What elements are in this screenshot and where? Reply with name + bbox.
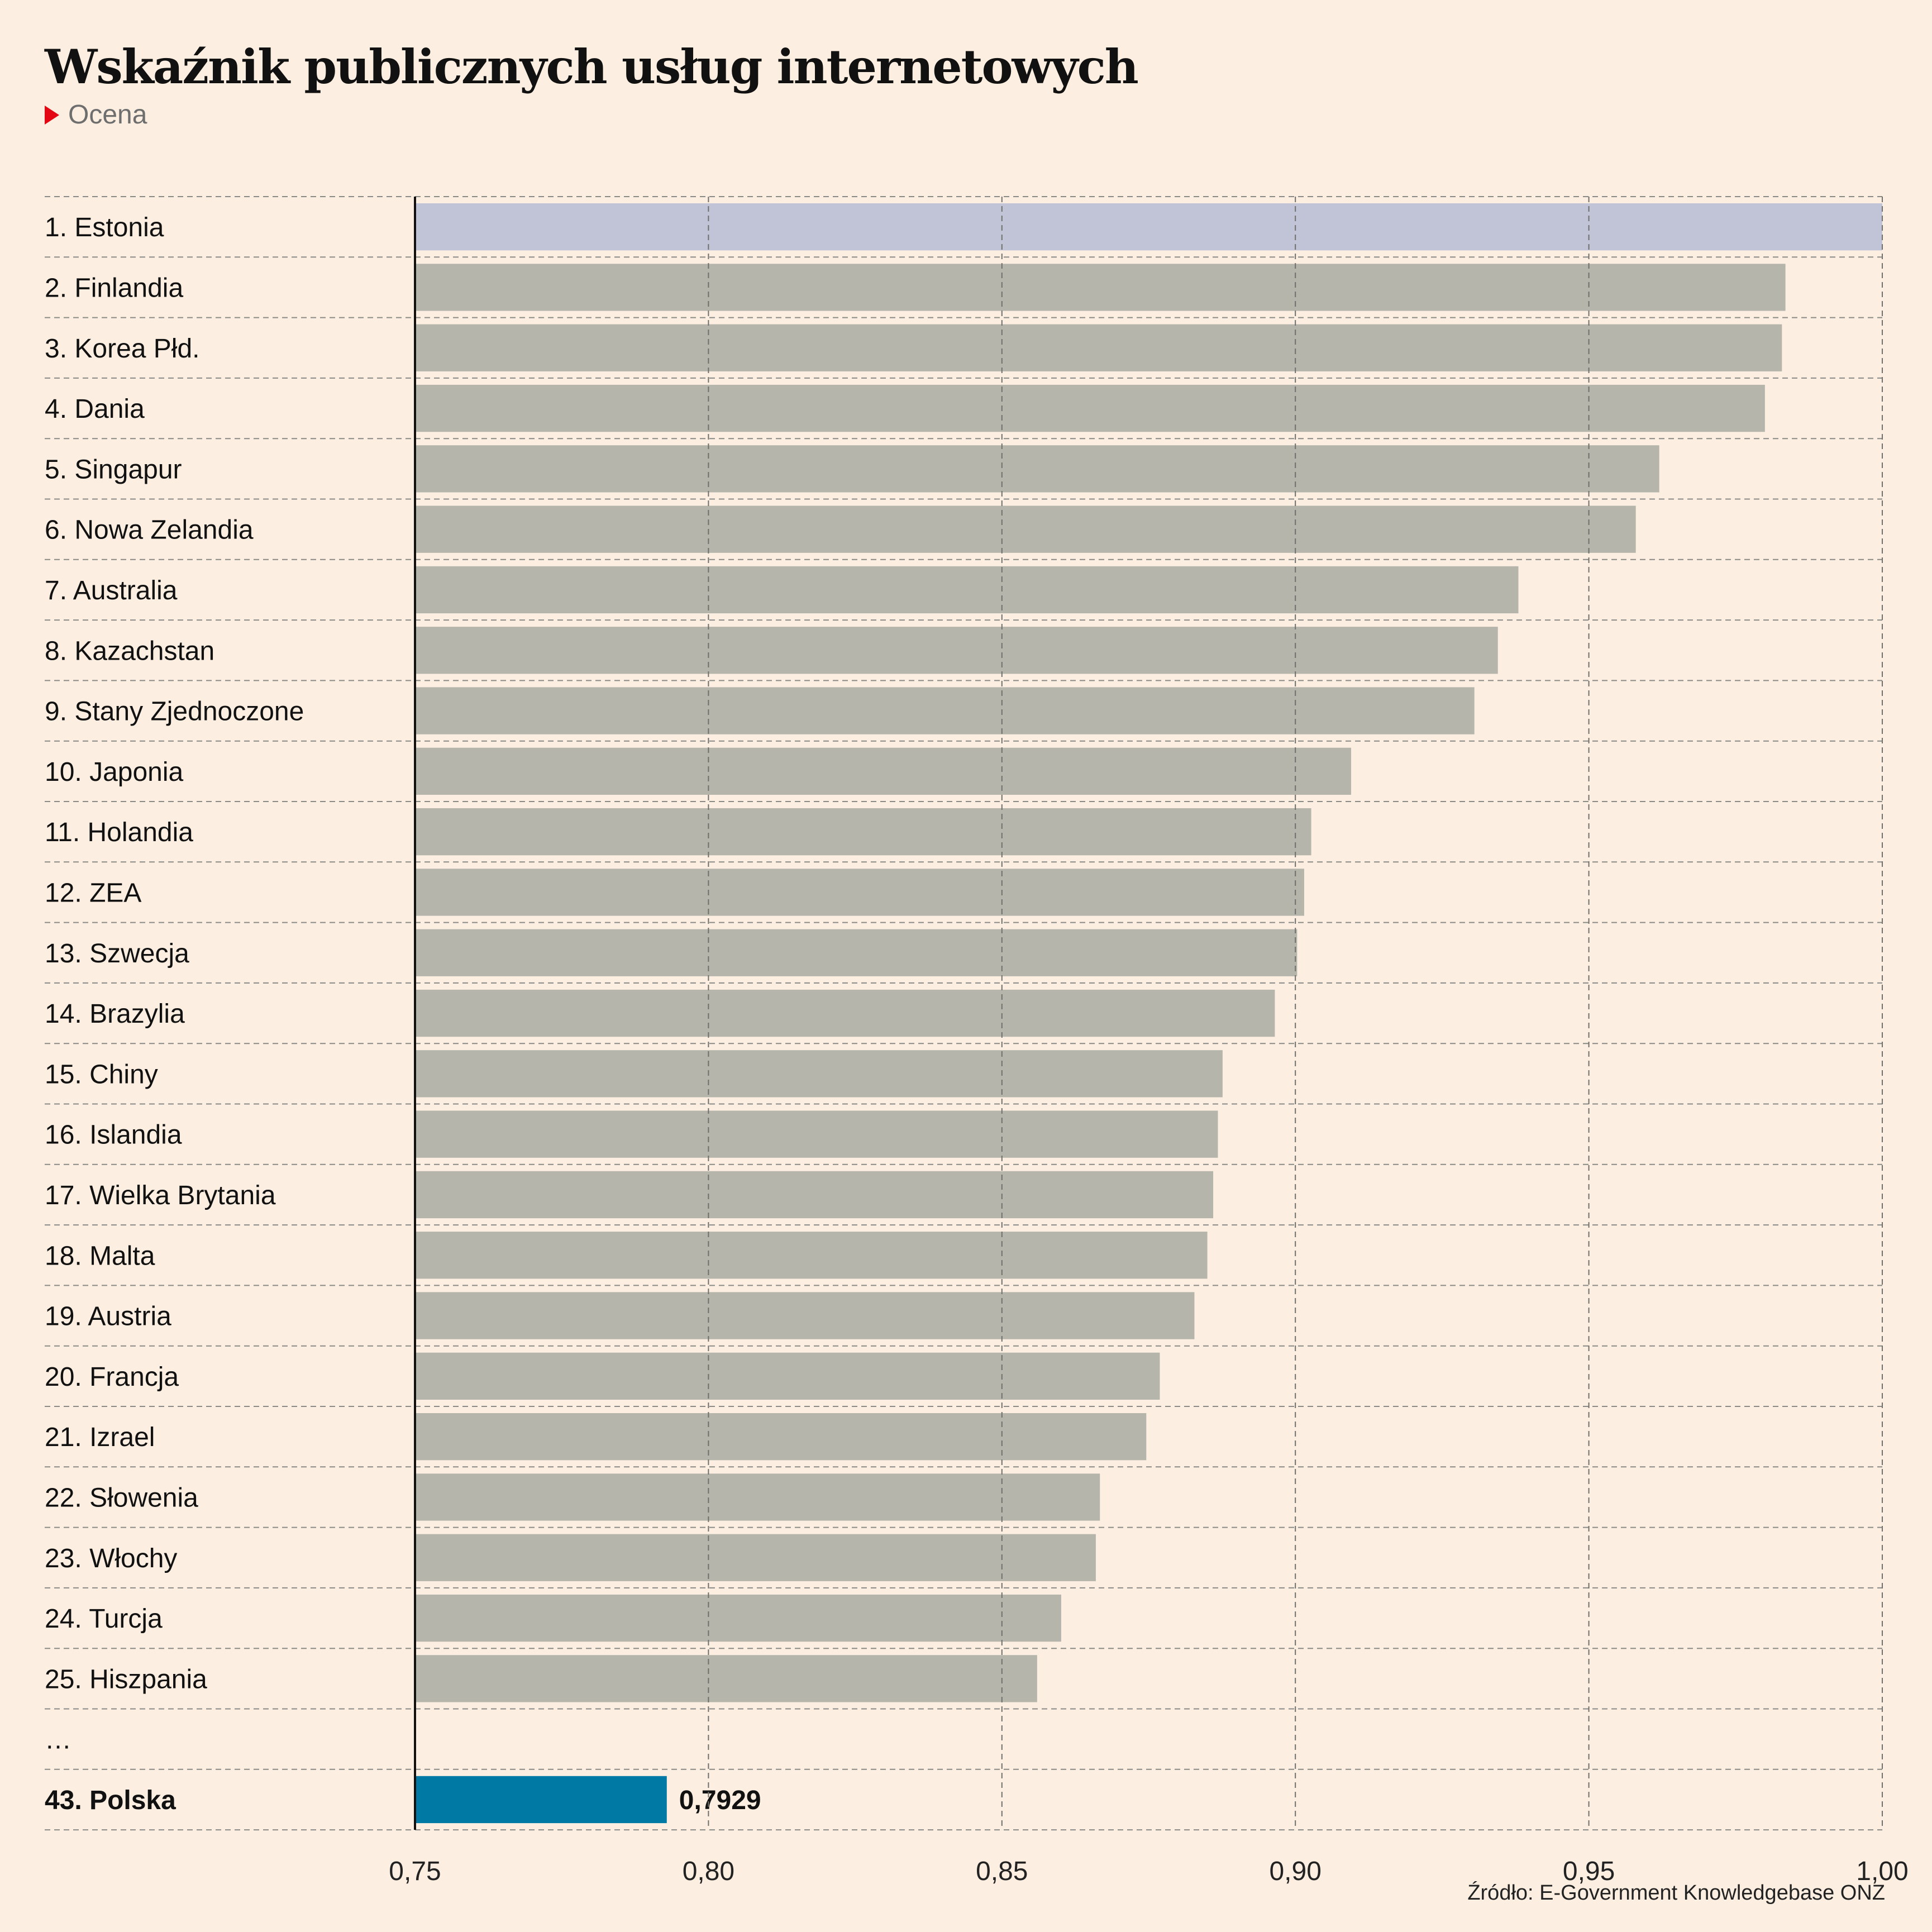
category-label: 2. Finlandia [45, 273, 183, 303]
subtitle-label: Ocena [68, 100, 147, 130]
bar [415, 384, 1765, 432]
source-note: Źródło: E-Government Knowledgebase ONZ [1467, 1881, 1885, 1905]
chart-subtitle: Ocena [45, 99, 147, 130]
bar [415, 747, 1352, 795]
category-label: 17. Wielka Brytania [45, 1181, 276, 1210]
bar [415, 989, 1275, 1037]
bar [415, 1050, 1223, 1098]
bar [415, 445, 1659, 493]
category-label: … [45, 1725, 71, 1755]
category-label: 14. Brazylia [45, 999, 185, 1029]
category-label: 7. Australia [45, 576, 178, 605]
bar [415, 627, 1498, 674]
bar [415, 1473, 1100, 1521]
x-tick-label: 0,75 [389, 1857, 441, 1886]
bar [415, 203, 1882, 251]
category-label: 4. Dania [45, 394, 145, 424]
bar [415, 1655, 1037, 1702]
bar [415, 1534, 1096, 1581]
bar [415, 1352, 1160, 1400]
category-label: 5. Singapur [45, 455, 182, 484]
bar [415, 324, 1782, 371]
category-label: 25. Hiszpania [45, 1664, 207, 1694]
category-label: 23. Włochy [45, 1544, 177, 1573]
bar [415, 1594, 1061, 1642]
data-label: 0,7929 [679, 1786, 761, 1815]
bar [415, 869, 1304, 916]
category-label: 24. Turcja [45, 1604, 163, 1634]
category-label: 21. Izrael [45, 1423, 155, 1452]
category-label: 18. Malta [45, 1241, 155, 1271]
bar [415, 566, 1519, 614]
x-tick-label: 0,85 [976, 1857, 1028, 1886]
bar [415, 929, 1297, 976]
bar [415, 1292, 1195, 1339]
category-label: 3. Korea Płd. [45, 334, 200, 364]
category-label: 20. Francja [45, 1362, 179, 1392]
category-label: 9. Stany Zjednoczone [45, 697, 304, 727]
category-label: 8. Kazachstan [45, 636, 214, 666]
category-label: 11. Holandia [45, 818, 193, 847]
chart-title: Wskaźnik publicznych usług internetowych [45, 39, 1139, 94]
bar [415, 505, 1636, 553]
x-tick-label: 0,80 [683, 1857, 734, 1886]
bar [415, 687, 1475, 734]
category-label: 22. Słowenia [45, 1483, 198, 1513]
bar [415, 1776, 667, 1824]
category-label: 16. Islandia [45, 1120, 182, 1150]
category-label: 19. Austria [45, 1302, 171, 1332]
bar [415, 1413, 1147, 1461]
category-label: 15. Chiny [45, 1060, 158, 1089]
red-triangle-icon [45, 105, 59, 125]
category-label: 13. Szwecja [45, 939, 189, 969]
bar [415, 1232, 1208, 1279]
bar [415, 1110, 1218, 1158]
category-label: 43. Polska [45, 1786, 176, 1815]
bar [415, 264, 1786, 311]
category-label: 6. Nowa Zelandia [45, 516, 254, 545]
x-tick-label: 0,90 [1269, 1857, 1321, 1886]
category-label: 1. Estonia [45, 213, 164, 242]
x-tick-label: 0,95 [1563, 1857, 1615, 1886]
x-tick-label: 1,00 [1856, 1857, 1908, 1886]
bar [415, 808, 1311, 856]
bar [415, 1171, 1214, 1219]
category-label: 10. Japonia [45, 757, 184, 787]
category-label: 12. ZEA [45, 878, 141, 908]
